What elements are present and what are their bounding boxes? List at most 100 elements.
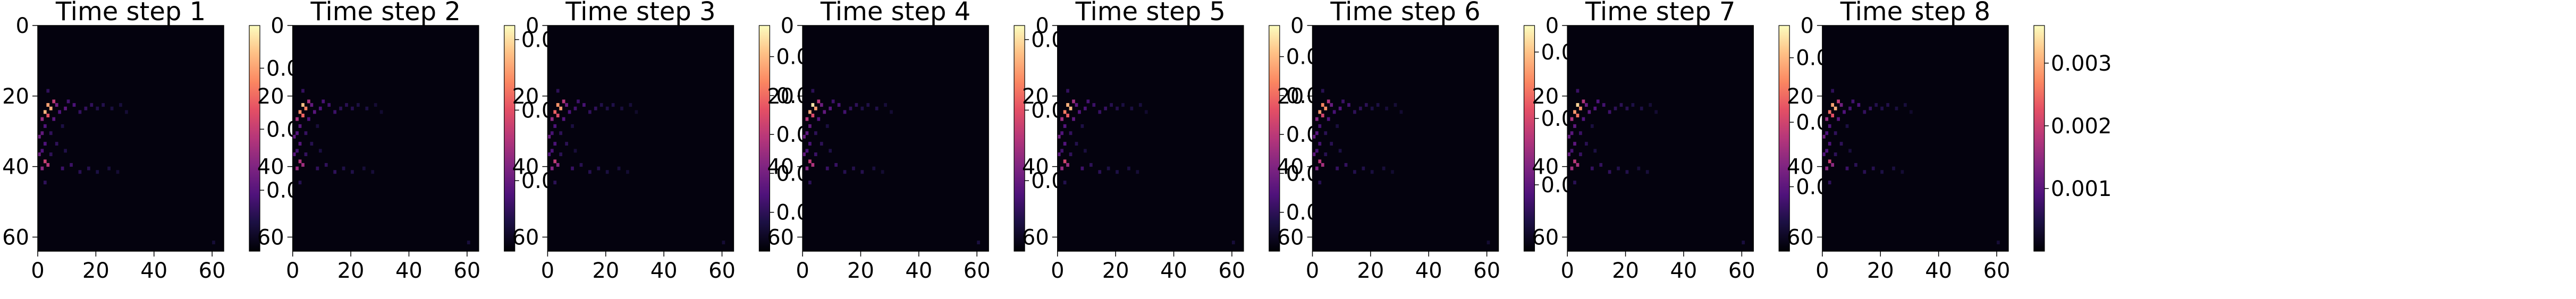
x-tick-label: 40 [140,259,167,283]
heatmap-cell [1063,142,1067,146]
heatmap-cell [212,241,215,245]
heatmap-cell [1321,163,1324,167]
heatmap-cell [295,117,299,121]
heatmap-cell [811,114,815,117]
heatmap-cell [1585,142,1588,146]
heatmap-cell [588,170,592,174]
heatmap-background [547,25,734,251]
heatmap-cell [1848,149,1852,153]
heatmap-cell [808,142,812,146]
x-tick-label: 60 [453,259,480,283]
panel-title: Time step 8 [1840,0,1990,27]
heatmap-cell [40,117,44,121]
axes-frame [292,25,479,252]
heatmap-cell [629,103,632,107]
heatmap-cell [597,166,601,170]
heatmap-cell [1625,170,1629,174]
heatmap-cell [1121,103,1125,107]
heatmap-cell [333,110,337,114]
heatmap-cell [1066,103,1069,107]
panel-title: Time step 1 [55,0,206,27]
heatmap-cell [1863,170,1866,174]
y-tick-label: 0 [1545,14,1559,38]
heatmap-cell [1825,117,1829,121]
heatmap-cell [1576,103,1580,107]
panel-title: Time step 2 [310,0,461,27]
heatmap-cell [318,106,322,110]
y-tick-label: 40 [767,155,794,180]
heatmap-cell [1324,106,1328,110]
colorbar [249,25,260,252]
x-tick-label: 0 [1560,259,1574,283]
heatmap-cell [84,106,88,110]
y-tick-label: 40 [1787,155,1814,180]
colorbar [1269,25,1280,252]
heatmap-cell [295,166,299,170]
heatmap-cell [881,170,884,174]
heatmap-cell [1116,170,1119,174]
heatmap-cell [1590,166,1594,170]
heatmap-cell [814,106,817,110]
heatmap-cell [96,170,99,174]
x-tick-label: 20 [1102,259,1129,283]
y-tick-label: 20 [1532,84,1559,109]
x-tick-label: 20 [592,259,619,283]
axes-frame [1312,25,1499,252]
heatmap-cell [301,103,305,107]
colorbar [504,25,516,252]
heatmap-cell [1839,142,1843,146]
heatmap-cell [1098,170,1102,174]
heatmap-cell [1321,89,1324,93]
heatmap-cell [1104,106,1108,110]
heatmap-cell [1831,89,1835,93]
heatmap-cell [1576,89,1580,93]
heatmap-cell [594,106,597,110]
x-tick-label: 20 [847,259,874,283]
heatmap-cell [1144,110,1148,114]
heatmap-cell [1573,124,1576,128]
heatmap-cell [1596,99,1600,104]
y-tick-label: 0 [1035,14,1049,38]
heatmap-cell [559,152,563,157]
heatmap-cell [831,99,835,104]
heatmap-cell [1072,99,1075,104]
heatmap-cell [307,117,310,121]
heatmap-cell [345,103,348,107]
heatmap-cell [292,134,296,139]
heatmap-background [1057,25,1244,251]
heatmap-cell [46,89,50,93]
heatmap-cell [834,163,838,167]
heatmap-cell [1069,131,1072,135]
heatmap-cell [125,110,128,114]
heatmap-cell [40,131,44,135]
heatmap-cell [1318,110,1322,114]
heatmap-cell [805,117,809,121]
heatmap-cell [1336,166,1339,170]
x-tick-label: 0 [1815,259,1829,283]
heatmap-cell [1075,142,1078,146]
heatmap-cell [1315,166,1319,170]
y-tick-label: 0 [781,14,794,38]
heatmap-cell [547,152,551,157]
y-tick-label: 40 [1022,155,1049,180]
heatmap-cell [866,103,870,107]
heatmap-cell [1570,117,1574,121]
heatmap-cell [1837,99,1840,104]
heatmap-cell [820,103,823,107]
heatmap-cell [351,106,354,110]
heatmap-cell [43,142,47,146]
y-tick-label: 0 [16,14,29,38]
heatmap-cell [611,103,615,107]
heatmap-cell [722,241,725,245]
heatmap-cell [1338,149,1342,153]
heatmap-cell [579,163,583,167]
heatmap-cell [1895,106,1898,110]
heatmap-cell [872,166,876,170]
heatmap-cell [626,170,629,174]
heatmap-cell [1585,103,1588,107]
heatmap-cell [860,170,864,174]
x-tick-label: 20 [1867,259,1894,283]
y-tick-label: 40 [257,155,284,180]
